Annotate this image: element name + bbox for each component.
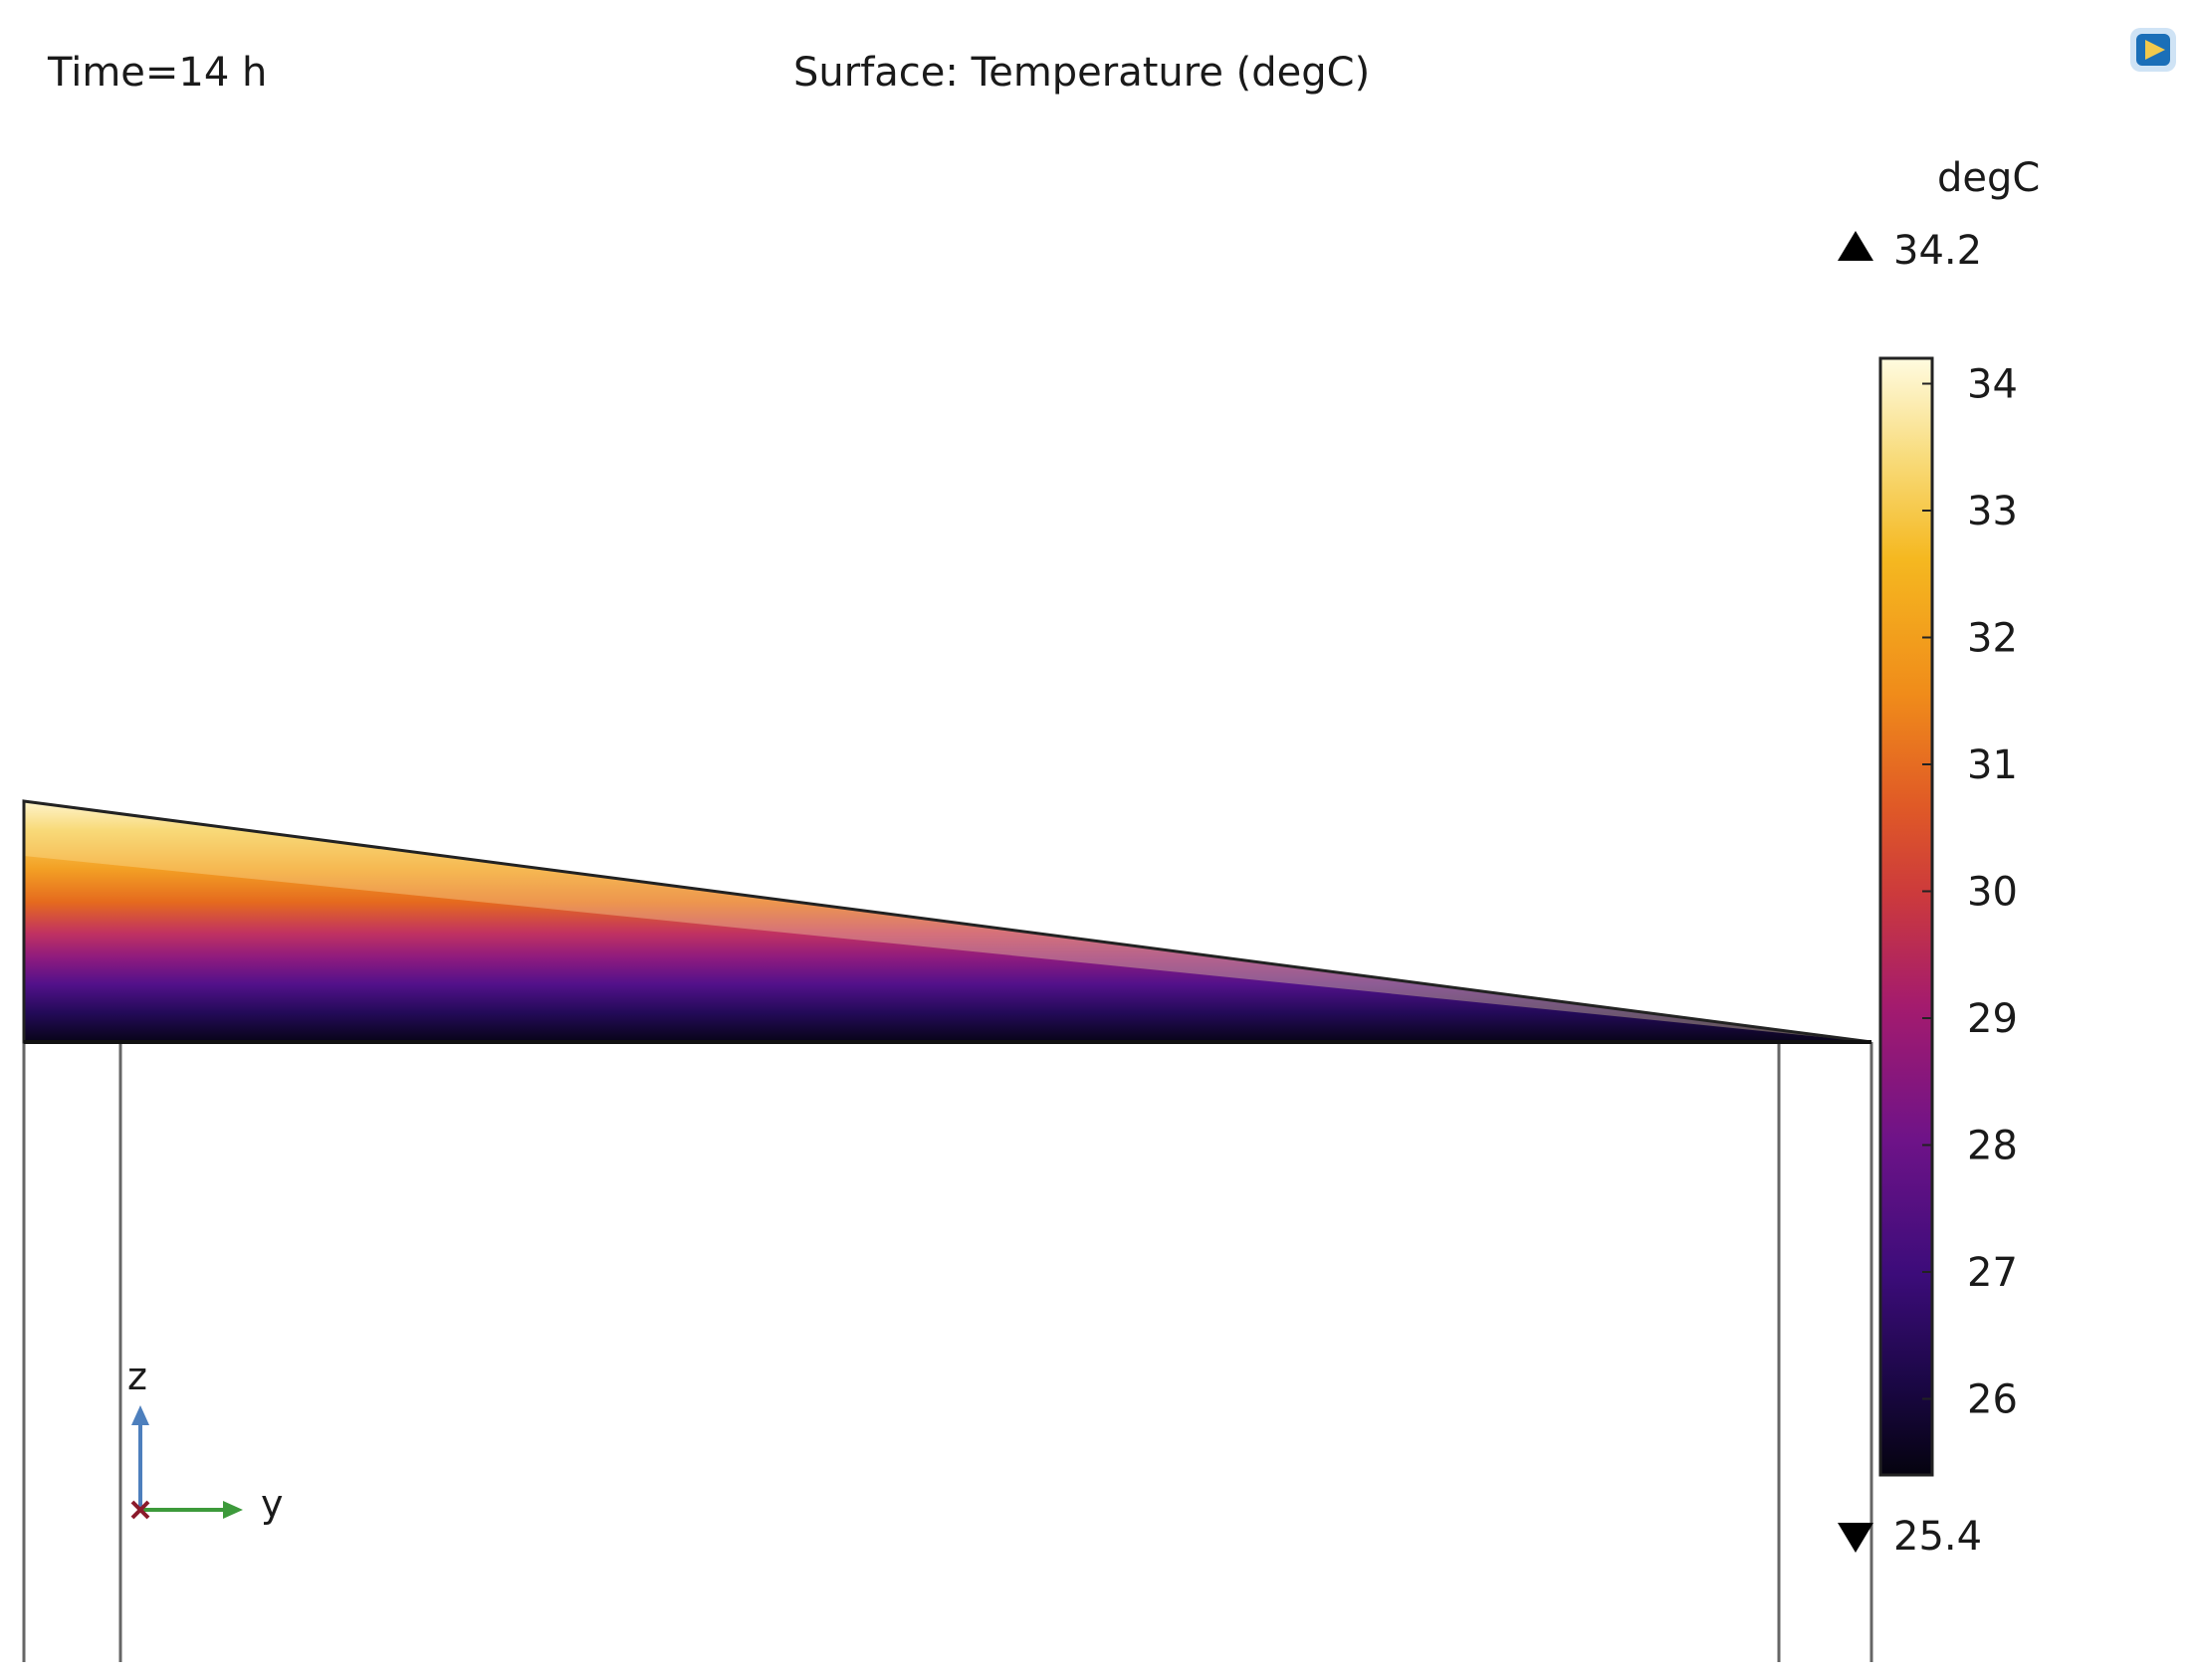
y-arrow-icon xyxy=(223,1501,243,1519)
colorbar: degC 34.2 34 33 32 31 30 29 28 27 26 25.4 xyxy=(1838,155,2040,1560)
min-arrow-icon xyxy=(1838,1523,1873,1553)
z-axis-label: z xyxy=(127,1355,147,1398)
colorbar-gradient xyxy=(1878,356,1934,1477)
plot-title: Surface: Temperature (degC) xyxy=(793,50,1370,96)
colorbar-tick-label: 30 xyxy=(1967,870,2018,916)
axis-triad: z y xyxy=(127,1355,284,1526)
time-label: Time=14 h xyxy=(47,50,267,96)
colorbar-tick-label: 27 xyxy=(1967,1250,2018,1296)
colorbar-tick-label: 32 xyxy=(1967,616,2018,662)
max-arrow-icon xyxy=(1838,231,1873,261)
geometry-outline xyxy=(22,1042,1873,1662)
colorbar-tick-label: 34 xyxy=(1967,362,2018,408)
z-arrow-icon xyxy=(131,1405,149,1425)
colorbar-tick-label: 31 xyxy=(1967,742,2018,788)
colorbar-unit: degC xyxy=(1937,155,2040,201)
colorbar-tick-label: 29 xyxy=(1967,996,2018,1042)
y-axis-label: y xyxy=(261,1482,284,1526)
colorbar-tick-label: 28 xyxy=(1967,1124,2018,1169)
colorbar-tick-label: 26 xyxy=(1967,1377,2018,1423)
temperature-surface[interactable] xyxy=(22,799,1872,1044)
screenshot-icon[interactable] xyxy=(2130,28,2176,72)
colorbar-tick-label: 33 xyxy=(1967,489,2018,534)
colorbar-max: 34.2 xyxy=(1893,228,1982,274)
colorbar-min: 25.4 xyxy=(1893,1514,1982,1560)
colorbar-ticks: 34 33 32 31 30 29 28 27 26 xyxy=(1922,362,2018,1423)
x-axis-marker-icon xyxy=(130,1500,150,1520)
